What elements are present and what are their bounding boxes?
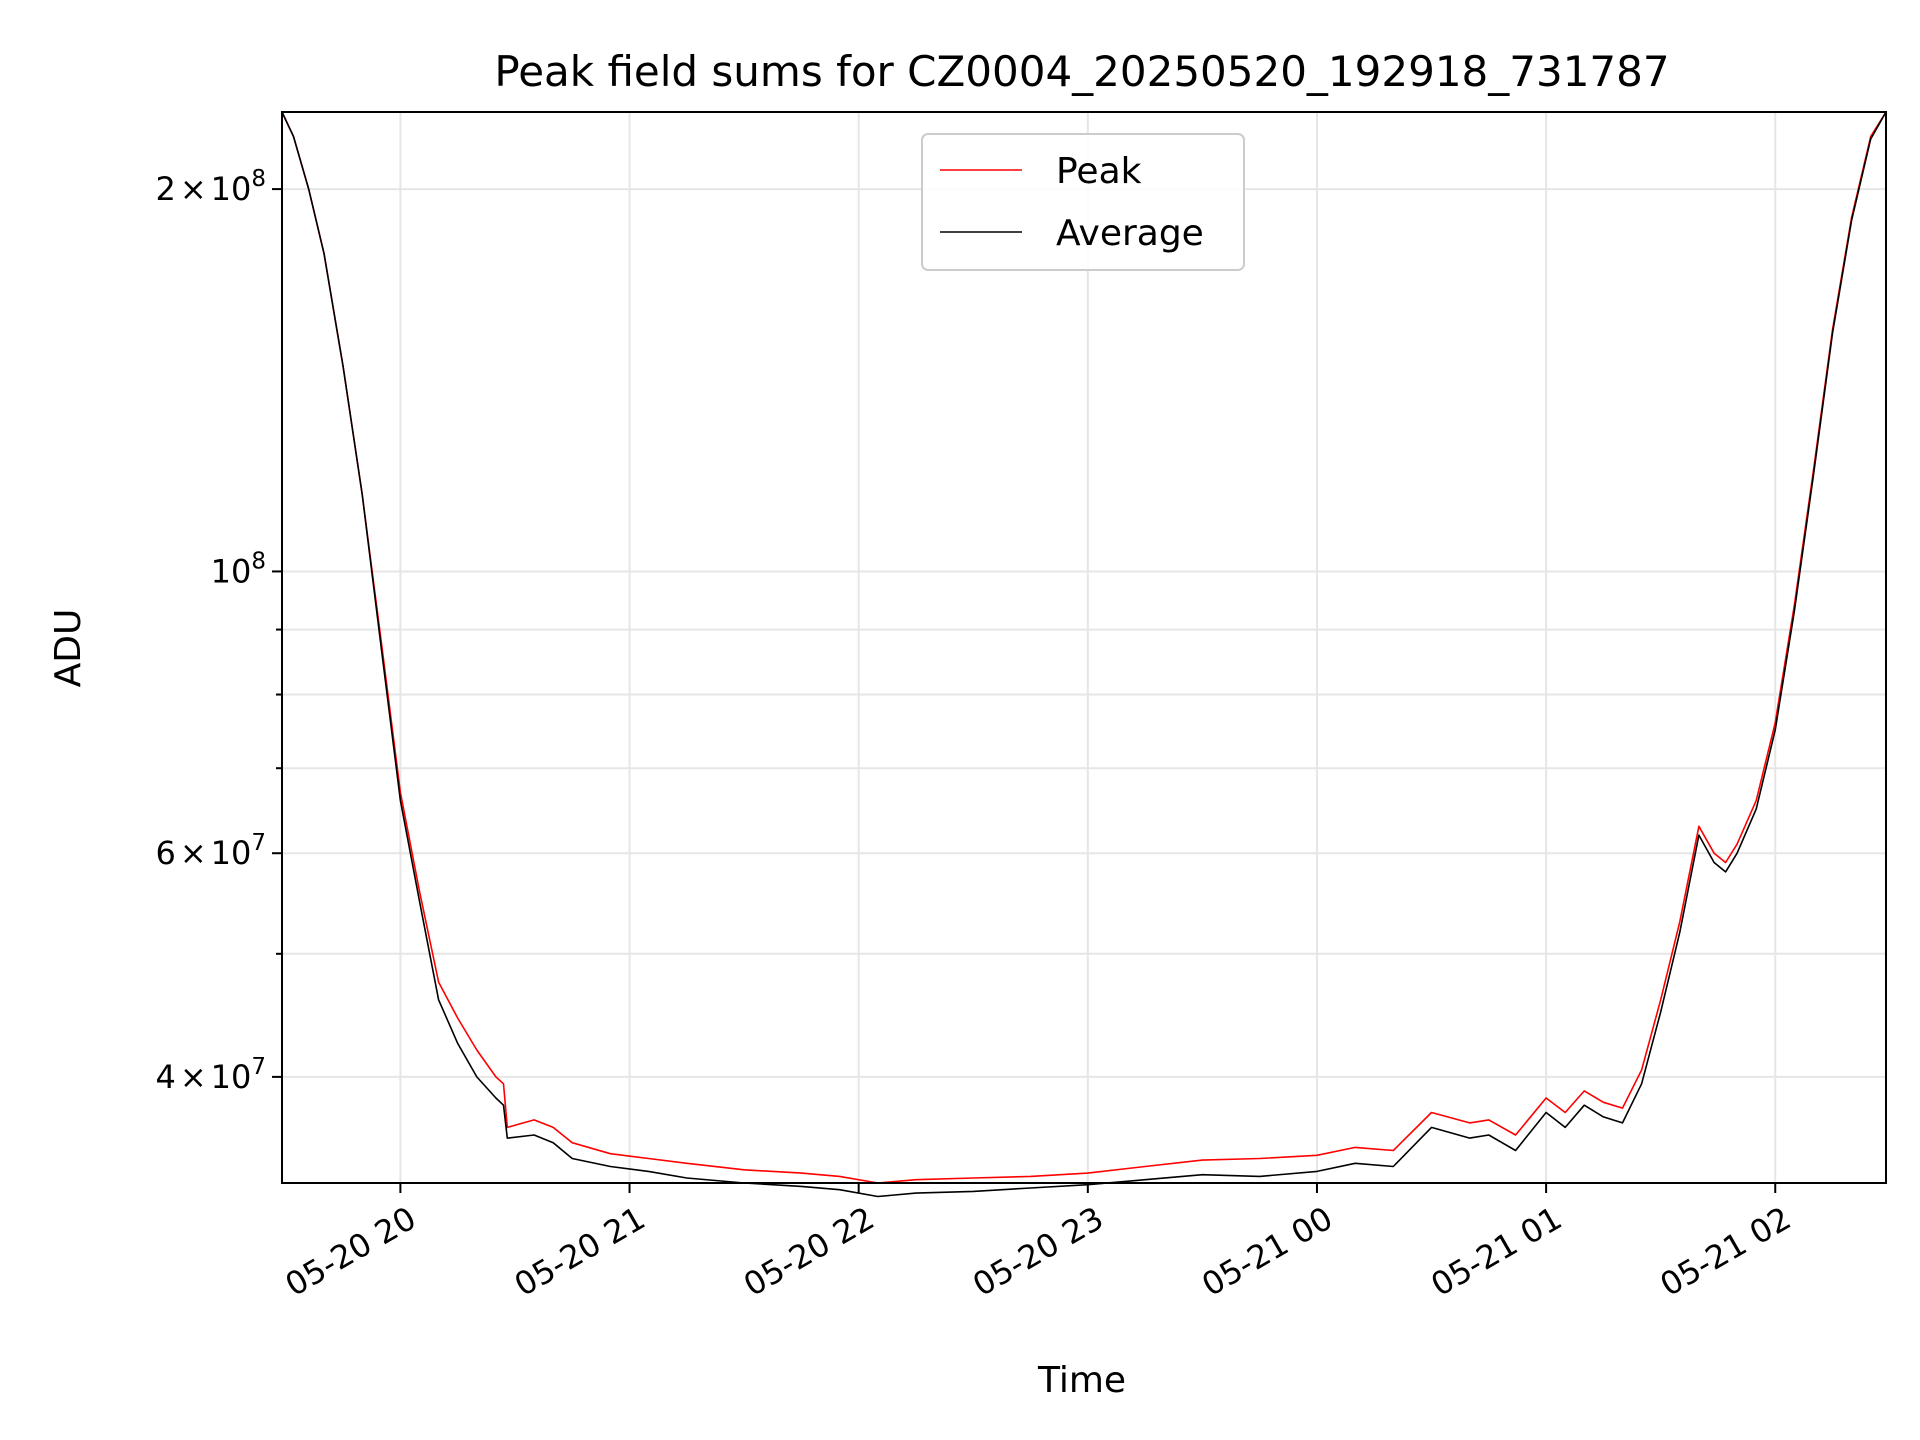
x-tick-label: 05-21 01 xyxy=(1425,1199,1569,1304)
x-tick-label: 05-20 20 xyxy=(279,1199,423,1304)
y-axis: 4 × 107 6 × 107 108 2 × 108 xyxy=(155,166,282,1096)
x-tick-label: 05-21 00 xyxy=(1195,1199,1339,1304)
plot-frame xyxy=(282,112,1886,1183)
y-tick-exponent: 7 xyxy=(251,830,266,856)
x-tick-label: 05-20 22 xyxy=(737,1199,881,1304)
x-tick-label: 05-21 02 xyxy=(1654,1199,1798,1304)
x-tick-label: 05-20 21 xyxy=(508,1199,652,1304)
y-tick-exponent: 8 xyxy=(251,166,266,192)
legend-label: Peak xyxy=(1056,151,1142,192)
y-tick-exponent: 8 xyxy=(251,548,266,574)
legend-label: Average xyxy=(1056,213,1204,254)
series-line-average xyxy=(282,112,1886,1197)
y-axis-label: ADU xyxy=(48,609,89,688)
chart-title: Peak field sums for CZ0004_20250520_1929… xyxy=(494,47,1669,96)
series-layer xyxy=(282,112,1886,1197)
y-tick-mantissa: 6 xyxy=(155,834,175,872)
y-tick-label: 4 × 107 xyxy=(155,1054,266,1096)
x-tick-label: 05-20 23 xyxy=(966,1199,1110,1304)
legend: Peak Average xyxy=(922,134,1244,270)
y-tick-label: 2 × 108 xyxy=(155,166,266,208)
y-tick-mantissa: 4 xyxy=(155,1058,175,1096)
series-line-peak xyxy=(282,112,1886,1183)
x-axis-label: Time xyxy=(1037,1360,1126,1401)
y-tick-label: 108 xyxy=(211,548,266,590)
x-axis: 05-20 20 05-20 21 05-20 22 05-20 23 05-21 00… xyxy=(279,1183,1797,1304)
grid xyxy=(282,112,1886,1183)
y-tick-label: 6 × 107 xyxy=(155,830,266,872)
y-tick-exponent: 7 xyxy=(251,1054,266,1080)
y-tick-mantissa: 2 xyxy=(155,170,175,208)
